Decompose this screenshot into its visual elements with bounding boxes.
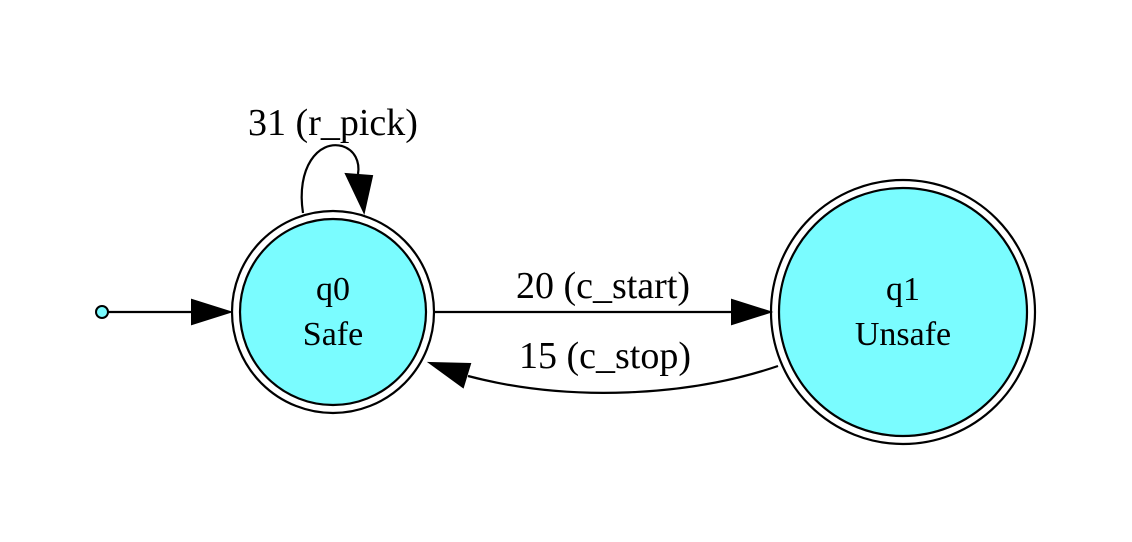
state-q0-label: Safe: [303, 316, 363, 353]
q1-to-q0-arrowhead: [426, 361, 472, 389]
initial-transition: [95, 298, 234, 326]
state-q0-outer-ring: [230, 209, 436, 415]
q1-to-q0-label: 15 (c_stop): [519, 335, 691, 377]
state-q1-label: Unsafe: [855, 316, 951, 353]
state-q1-circle: [777, 186, 1029, 438]
self-loop-arrowhead: [344, 172, 374, 216]
state-q1-name: q1: [886, 271, 920, 308]
transition-q1-q0[interactable]: 15 (c_stop): [426, 335, 779, 394]
q1-to-q0-path: [467, 364, 779, 394]
self-loop-label: 31 (r_pick): [248, 102, 418, 144]
state-q0-circle: [238, 217, 428, 407]
state-q0-name: q0: [316, 271, 350, 308]
transition-q0-q0[interactable]: 31 (r_pick): [248, 102, 418, 216]
initial-arrowhead: [191, 298, 234, 326]
q0-to-q1-label: 20 (c_start): [516, 265, 690, 307]
transition-q0-q1[interactable]: 20 (c_start): [435, 265, 774, 326]
state-q1[interactable]: q1 Unsafe: [769, 178, 1037, 446]
state-q0[interactable]: q0 Safe: [230, 209, 436, 415]
q0-to-q1-arrowhead: [731, 298, 774, 326]
initial-state-dot: [95, 305, 109, 319]
self-loop-path: [300, 144, 360, 214]
